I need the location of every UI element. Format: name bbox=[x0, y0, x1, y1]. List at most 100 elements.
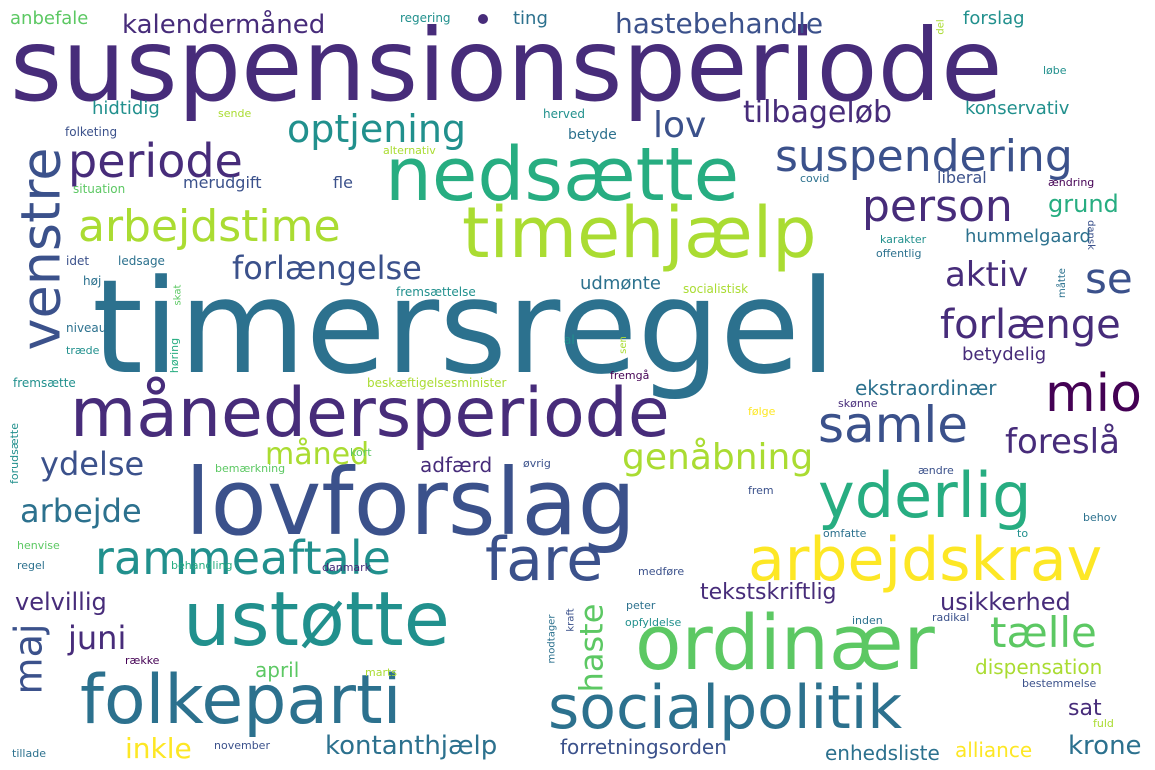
word-fremsaettelse: fremsættelse bbox=[396, 285, 476, 299]
word-tekstskriftlig: tekstskriftlig bbox=[700, 580, 837, 605]
word-forlaenge: forlænge bbox=[940, 302, 1121, 348]
word-ekstraordinaer: ekstraordinær bbox=[855, 376, 997, 400]
word-marts: marts bbox=[365, 666, 398, 679]
word-peter: peter bbox=[626, 599, 656, 612]
word-anbefale: anbefale bbox=[10, 8, 89, 29]
dot-mark bbox=[478, 14, 488, 24]
word-behandling: behandling bbox=[171, 559, 233, 572]
word-maaned: måned bbox=[265, 437, 370, 472]
word-folkeparti: folkeparti bbox=[80, 661, 402, 740]
word-ydelse: ydelse bbox=[40, 445, 145, 483]
word-socialistisk: socialistisk bbox=[683, 282, 749, 296]
word-henvise: henvise bbox=[17, 539, 60, 552]
word-situation: situation bbox=[73, 182, 126, 196]
word-maj: maj bbox=[6, 623, 51, 695]
word-del: del bbox=[935, 19, 947, 35]
word-nedsaette: nedsætte bbox=[385, 132, 740, 218]
word-liberal: liberal bbox=[937, 168, 987, 187]
word-hastebehandle: hastebehandle bbox=[615, 7, 824, 40]
word-kort: kort bbox=[350, 446, 372, 459]
word-april: april bbox=[255, 658, 300, 682]
word-arbejdstime: arbejdstime bbox=[78, 201, 341, 252]
word-sat: sat bbox=[1068, 696, 1102, 721]
word-folketing: folketing bbox=[65, 125, 118, 139]
word-ledsage: ledsage bbox=[118, 254, 165, 268]
word-adfaerd: adfærd bbox=[420, 453, 493, 477]
word-tilbageloeb: tilbageløb bbox=[743, 95, 893, 130]
word-omfatte: omfatte bbox=[823, 527, 867, 540]
word-foreslaa: foreslå bbox=[1005, 422, 1120, 462]
word-person: person bbox=[862, 181, 1013, 232]
word-foelge: følge bbox=[748, 405, 776, 418]
word-juni: juni bbox=[68, 619, 127, 657]
word-periode: periode bbox=[68, 134, 243, 188]
word-maanedersperiode: månedersperiode bbox=[70, 374, 670, 453]
word-hoej: høj bbox=[83, 274, 102, 288]
word-forslag: forslag bbox=[963, 8, 1025, 29]
word-enhedsliste: enhedsliste bbox=[825, 741, 940, 765]
word-betyde: betyde bbox=[568, 127, 617, 143]
word-suspendering: suspendering bbox=[775, 131, 1073, 182]
word-fremsaette: fremsætte bbox=[13, 376, 76, 390]
word-tillade: tillade bbox=[12, 747, 46, 760]
word-fare: fare bbox=[485, 525, 604, 595]
word-lov: lov bbox=[653, 105, 707, 146]
word-venstre: venstre bbox=[9, 147, 73, 351]
word-fremgaa: fremgå bbox=[610, 369, 650, 382]
word-merudgift: merudgift bbox=[183, 173, 262, 192]
word-socialpolitik: socialpolitik bbox=[548, 673, 903, 743]
word-dispensation: dispensation bbox=[975, 655, 1103, 679]
word-idet: idet bbox=[66, 254, 90, 268]
word-kalendermaaned: kalendermåned bbox=[122, 10, 326, 40]
word-usikkerhed: usikkerhed bbox=[940, 588, 1071, 616]
word-betydelig: betydelig bbox=[962, 344, 1047, 365]
word-lovforslag: lovforslag bbox=[185, 449, 637, 556]
word-forudsaette: forudsætte bbox=[8, 422, 22, 485]
word-skoenne: skønne bbox=[838, 397, 878, 410]
word-herved: herved bbox=[543, 107, 586, 121]
word-fuld: fuld bbox=[1093, 717, 1114, 730]
word-medfoere: medføre bbox=[638, 565, 685, 578]
word-danmark: danmark bbox=[322, 561, 372, 574]
word-hummelgaard: hummelgaard bbox=[965, 226, 1091, 247]
word-regering: regering bbox=[400, 11, 451, 25]
word-timersregel: timersregel bbox=[92, 251, 837, 403]
word-hoering: høring bbox=[168, 337, 182, 374]
word-samle: samle bbox=[818, 396, 969, 454]
word-to: to bbox=[1017, 527, 1029, 540]
word-timehjaelp: timehjælp bbox=[462, 192, 817, 274]
word-aendre: ændre bbox=[918, 464, 954, 477]
word-modtager: modtager bbox=[546, 614, 558, 664]
word-loebe: løbe bbox=[1043, 64, 1067, 77]
word-dansk: dansk bbox=[1084, 220, 1096, 250]
word-inkle: inkle bbox=[125, 732, 192, 765]
word-frem: frem bbox=[748, 484, 774, 497]
word-november: november bbox=[214, 739, 270, 752]
word-mio: mio bbox=[1045, 364, 1142, 424]
word-rammeaftale: rammeaftale bbox=[95, 531, 391, 585]
word-al: al bbox=[564, 333, 575, 347]
word-behov: behov bbox=[1083, 511, 1117, 524]
word-kontanthjaelp: kontanthjælp bbox=[325, 731, 498, 761]
word-offentlig: offentlig bbox=[876, 247, 922, 260]
word-inden: inden bbox=[852, 614, 883, 627]
word-yderlig: yderlig bbox=[818, 459, 1032, 532]
word-fle: fle bbox=[333, 173, 353, 192]
word-ting: ting bbox=[513, 8, 548, 29]
word-covid: covid bbox=[800, 172, 830, 185]
word-udmoente: udmønte bbox=[580, 273, 661, 294]
word-krone: krone bbox=[1068, 731, 1142, 761]
word-haste: haste bbox=[572, 603, 611, 693]
word-kraft: kraft bbox=[565, 608, 577, 632]
word-regel: regel bbox=[17, 559, 45, 572]
word-aendring: ændring bbox=[1048, 176, 1095, 189]
word-konservativ: konservativ bbox=[965, 98, 1070, 119]
word-velvillig: velvillig bbox=[15, 588, 107, 616]
word-traede: træde bbox=[66, 344, 100, 357]
word-skat: skat bbox=[172, 284, 184, 306]
word-beskaeftigelsesminister: beskæftigelsesminister bbox=[367, 376, 507, 390]
word-grund: grund bbox=[1048, 190, 1119, 218]
word-alternativ: alternativ bbox=[383, 144, 436, 157]
word-arbejde: arbejde bbox=[20, 492, 142, 530]
word-niveau: niveau bbox=[66, 321, 107, 335]
